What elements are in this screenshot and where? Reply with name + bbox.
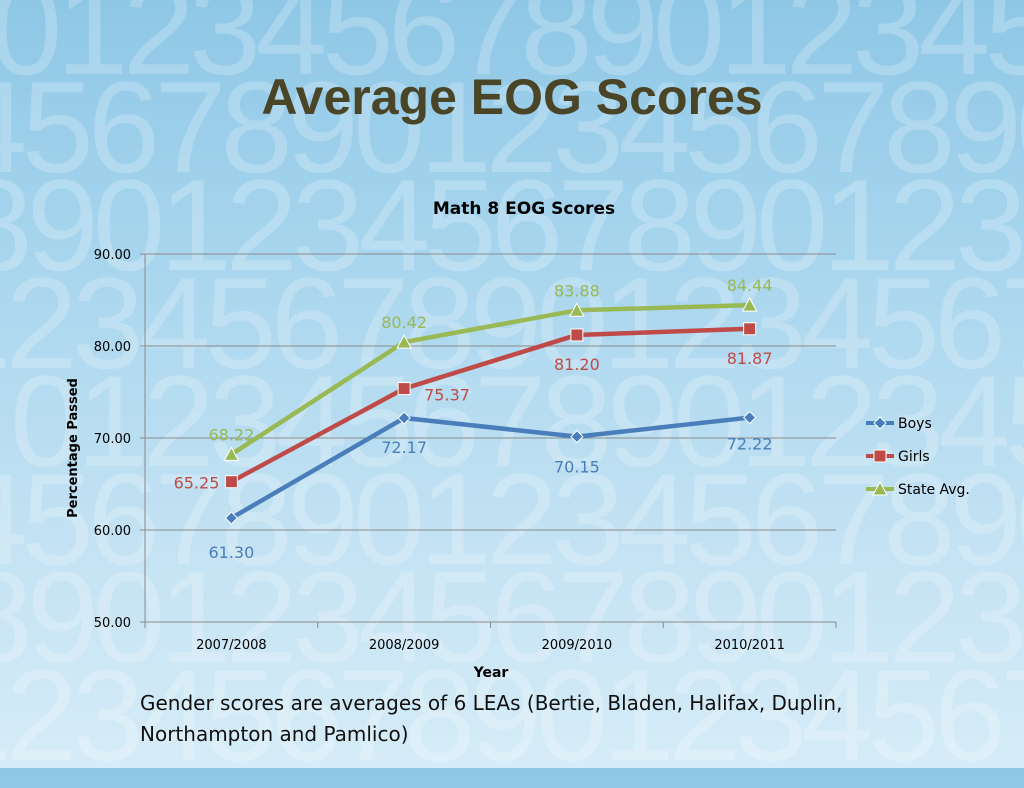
data-label: 65.25 xyxy=(174,474,220,493)
slide-caption: Gender scores are averages of 6 LEAs (Be… xyxy=(140,691,843,746)
legend-marker xyxy=(873,449,887,463)
legend: Boys Girls State Avg. xyxy=(866,416,970,498)
data-point xyxy=(224,511,239,525)
data-label: 80.42 xyxy=(381,313,427,332)
y-axis-label: Percentage Passed xyxy=(66,378,81,518)
data-label: 72.17 xyxy=(381,438,427,457)
data-label: 84.44 xyxy=(727,276,773,295)
y-tick-label: 80.00 xyxy=(94,340,131,355)
x-tick-label: 2008/2009 xyxy=(369,638,440,653)
legend-label: Boys xyxy=(898,416,932,432)
legend-label: Girls xyxy=(898,449,930,465)
x-axis-label: Year xyxy=(473,665,509,681)
data-point xyxy=(223,446,240,461)
data-label: 83.88 xyxy=(554,281,600,300)
x-tick-label: 2010/2011 xyxy=(714,638,785,653)
series-line-boys xyxy=(229,415,752,521)
y-tick-label: 90.00 xyxy=(94,248,131,263)
x-tick-label: 2009/2010 xyxy=(542,638,613,653)
legend-marker xyxy=(872,480,888,496)
slide-title: Average EOG Scores xyxy=(261,69,763,125)
chart-title: Math 8 EOG Scores xyxy=(433,199,615,219)
legend-label: State Avg. xyxy=(898,482,970,498)
plot-area: 50.00 60.00 70.00 80.00 90.00 2007/2008 2008/2… xyxy=(94,248,837,653)
data-point xyxy=(397,411,411,425)
legend-marker xyxy=(873,416,887,430)
data-label: 68.22 xyxy=(208,425,254,444)
x-tick-label: 2007/2008 xyxy=(196,638,267,653)
data-point xyxy=(742,410,757,425)
data-label: 81.87 xyxy=(727,349,773,368)
data-label: 61.30 xyxy=(208,543,254,562)
data-label: 81.20 xyxy=(554,355,600,374)
series-line-state-avg xyxy=(229,302,752,457)
data-point xyxy=(741,297,758,312)
data-label: 75.37 xyxy=(424,386,470,405)
y-tick-label: 60.00 xyxy=(94,524,131,539)
data-label: 72.22 xyxy=(727,435,773,454)
data-point xyxy=(569,302,585,317)
data-point xyxy=(224,475,238,489)
y-tick-label: 70.00 xyxy=(94,432,131,447)
data-label: 70.15 xyxy=(554,458,600,477)
data-point xyxy=(570,429,584,444)
data-point xyxy=(397,382,411,396)
series-line-girls xyxy=(229,326,752,484)
y-tick-label: 50.00 xyxy=(94,616,131,631)
data-point xyxy=(570,328,584,342)
data-point xyxy=(396,334,412,349)
line-chart: Math 8 EOG Scores 50.00 60.00 70.00 80.00 90… xyxy=(66,199,970,681)
data-point xyxy=(743,322,757,336)
